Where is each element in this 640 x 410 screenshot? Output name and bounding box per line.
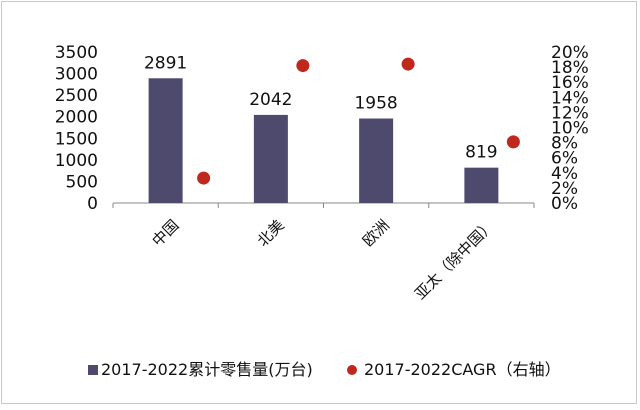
right-tick-label: 20%	[551, 43, 589, 63]
cagr-series	[197, 57, 520, 185]
bar	[464, 167, 499, 203]
left-tick-label: 1000	[55, 151, 98, 171]
bar	[253, 114, 288, 203]
right-axis-ticks: 20%18%16%14%12%10%8%6%4%2%0%	[551, 43, 589, 214]
cagr-dot	[401, 57, 415, 71]
left-tick-label: 2500	[55, 86, 98, 106]
x-axis-tick-marks	[112, 203, 535, 208]
left-tick-label: 2000	[55, 108, 98, 128]
category-label: 亚太（除中国）	[411, 216, 498, 303]
bar-data-label: 2891	[144, 53, 187, 73]
right-tick-label: 10%	[551, 119, 589, 139]
chart-frame: 3500 3000 2500 2000 1500 1000 500 0 20% 18% 16% 14…	[1, 1, 637, 404]
category-label: 中国	[149, 216, 183, 250]
right-tick-label: 6%	[551, 149, 578, 169]
category-labels: 中国 北美 欧洲 亚太（除中国）	[149, 216, 499, 303]
right-tick-label: 14%	[551, 88, 589, 108]
bar-data-label: 819	[465, 143, 497, 163]
legend-label-dot: 2017-2022CAGR（右轴）	[364, 360, 561, 379]
right-tick-label: 4%	[551, 164, 578, 184]
category-label: 欧洲	[359, 216, 393, 250]
left-tick-label: 3500	[55, 43, 98, 63]
right-tick-label: 12%	[551, 103, 589, 123]
right-tick-label: 16%	[551, 73, 589, 93]
right-tick-label: 8%	[551, 134, 578, 154]
left-tick-label: 500	[66, 172, 98, 192]
bar-data-label: 1958	[354, 94, 397, 114]
cagr-dot	[506, 135, 520, 149]
legend-swatch-bar	[88, 365, 98, 375]
bar-data-label: 2042	[249, 90, 292, 110]
bar-series	[148, 78, 499, 203]
legend-swatch-dot	[347, 365, 357, 375]
bar	[359, 118, 394, 203]
left-tick-label: 3000	[55, 65, 98, 85]
legend: 2017-2022累计零售量(万台) 2017-2022CAGR（右轴）	[88, 360, 561, 379]
right-tick-label: 18%	[551, 58, 589, 78]
left-tick-label: 0	[87, 194, 98, 214]
left-tick-label: 1500	[55, 129, 98, 149]
category-label: 北美	[254, 216, 288, 250]
right-tick-label: 0%	[551, 194, 578, 214]
cagr-dot	[197, 171, 211, 185]
cagr-dot	[296, 59, 310, 73]
legend-label-bar: 2017-2022累计零售量(万台)	[101, 360, 313, 379]
bar	[148, 78, 183, 203]
bar-data-labels: 2891 2042 1958 819	[144, 53, 498, 162]
right-tick-label: 2%	[551, 179, 578, 199]
